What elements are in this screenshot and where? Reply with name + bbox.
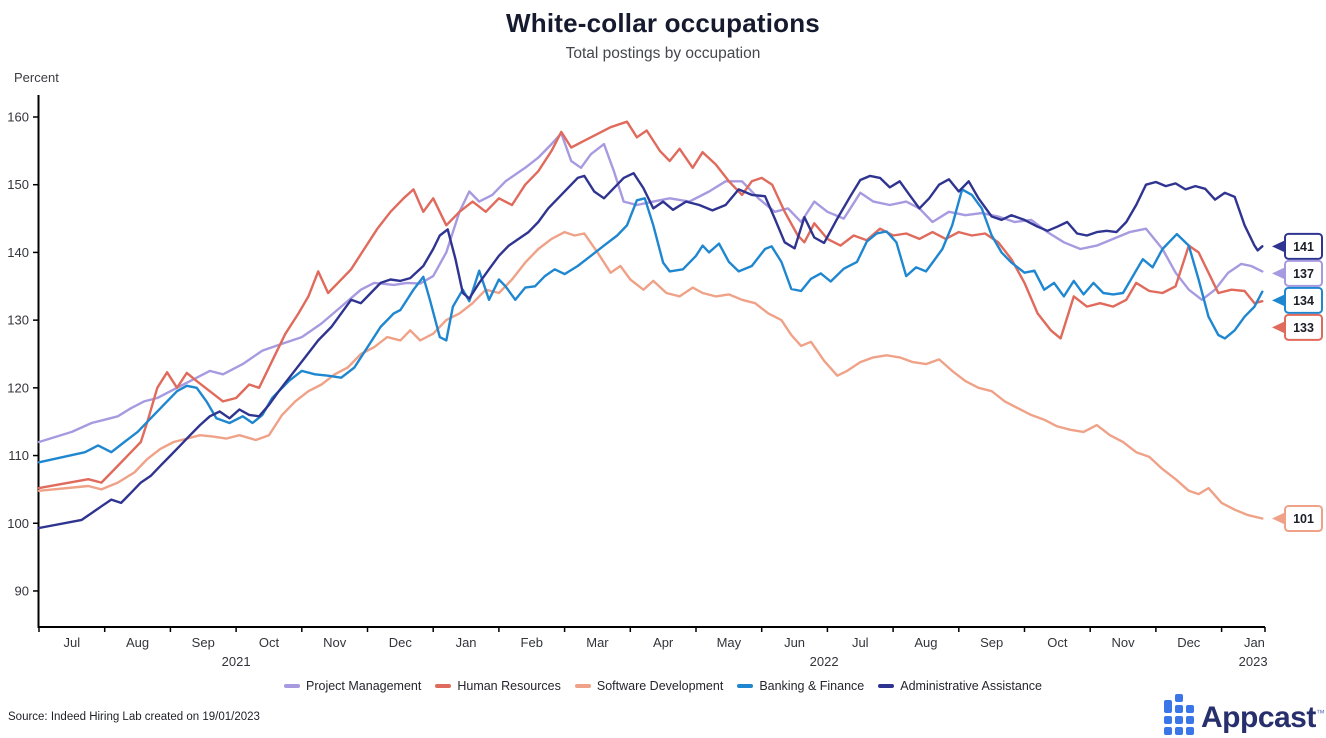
axis-label: 2023 (1239, 654, 1268, 669)
axis-label: Jul (64, 635, 81, 650)
end-value-callout (1284, 505, 1323, 533)
axis-label: 133 (1293, 321, 1314, 335)
legend-swatch-icon (878, 684, 895, 688)
axis-label: Mar (586, 635, 609, 650)
trademark-symbol: ™ (1315, 708, 1325, 718)
axis-label: Nov (1111, 635, 1135, 650)
axis-label: 141 (1293, 240, 1314, 254)
callout-arrow (1272, 293, 1287, 308)
series-line-human-resources (37, 120, 1264, 490)
callout-arrow (1272, 511, 1287, 526)
series-line-software-development (37, 230, 1264, 520)
callout-arrow (1272, 266, 1287, 281)
axis-label: Nov (323, 635, 347, 650)
brand-wordmark: Appcast™ (1201, 694, 1325, 737)
axis-label: 2021 (222, 654, 251, 669)
logo-square (1164, 699, 1172, 713)
axis-label: 120 (7, 380, 29, 395)
axis-label: 150 (7, 177, 29, 192)
logo-square (1164, 726, 1172, 735)
logo-square (1186, 726, 1194, 735)
axis-label: Feb (521, 635, 543, 650)
source-note: Source: Indeed Hiring Lab created on 19/… (8, 711, 260, 723)
y-axis-title: Percent (14, 70, 59, 85)
axis-label: 90 (15, 583, 29, 598)
end-value-callout (1284, 232, 1323, 260)
legend-item-banking-finance: Banking & Finance (737, 679, 864, 693)
series-line-project-management (37, 132, 1264, 444)
axis-label: Oct (1047, 635, 1068, 650)
page-title: White-collar occupations (506, 8, 820, 38)
logo-square (1175, 715, 1183, 724)
legend-swatch-icon (574, 684, 591, 688)
legend-label: Administrative Assistance (900, 679, 1042, 693)
axis-label: 140 (7, 245, 29, 260)
end-value-callout (1284, 259, 1323, 287)
axis-label: 134 (1293, 294, 1314, 308)
axis-label: Jun (784, 635, 805, 650)
logo-square (1175, 726, 1183, 735)
axis-label: May (717, 635, 742, 650)
axis-label: 137 (1293, 267, 1314, 281)
axis-label: Sep (192, 635, 215, 650)
legend-label: Banking & Finance (759, 679, 865, 693)
logo-square (1175, 693, 1183, 702)
axis-label: 2022 (810, 654, 839, 669)
logo-square (1186, 715, 1194, 724)
axis-label: 101 (1293, 512, 1314, 526)
axis-label: Jan (456, 635, 477, 650)
axis-label: Aug (126, 635, 149, 650)
callout-arrow (1272, 320, 1287, 335)
legend-label: Human Resources (457, 679, 561, 693)
legend-item-administrative-assistance: Administrative Assistance (878, 679, 1042, 693)
end-value-callout (1284, 286, 1323, 314)
chart-legend: Project Management Human Resources Softwar… (0, 679, 1326, 693)
brand-name-text: Appcast (1201, 701, 1316, 734)
axis-label: 100 (7, 516, 29, 531)
axis-label: Dec (389, 635, 413, 650)
brand-logo: Appcast™ (1164, 693, 1325, 737)
legend-item-project-management: Project Management (284, 679, 421, 693)
axis-label: Aug (914, 635, 937, 650)
appcast-squares-icon (1164, 693, 1194, 735)
legend-label: Software Development (596, 679, 724, 693)
legend-swatch-icon (737, 684, 754, 688)
page-subtitle: Total postings by occupation (565, 45, 761, 62)
logo-square (1175, 704, 1183, 713)
legend-item-software-development: Software Development (574, 679, 724, 693)
logo-square (1164, 715, 1172, 724)
series-line-administrative-assistance (37, 172, 1264, 530)
axis-label: 130 (7, 313, 29, 328)
axis-label: 110 (8, 448, 29, 463)
axis-label: Dec (1177, 635, 1201, 650)
callout-arrow (1272, 239, 1287, 254)
axis-label: Oct (259, 635, 280, 650)
series-line-banking-finance (37, 188, 1264, 464)
axis-label: 160 (7, 110, 29, 125)
axis-label: Jul (852, 635, 869, 650)
legend-label: Project Management (306, 679, 422, 693)
legend-swatch-icon (284, 684, 300, 688)
legend-item-human-resources: Human Resources (435, 679, 561, 693)
logo-square (1186, 704, 1194, 713)
axis-label: Apr (653, 635, 674, 650)
legend-swatch-icon (435, 684, 452, 688)
axis-label: Sep (980, 635, 1003, 650)
end-value-callout (1284, 313, 1323, 341)
axis-label: Jan (1244, 635, 1265, 650)
